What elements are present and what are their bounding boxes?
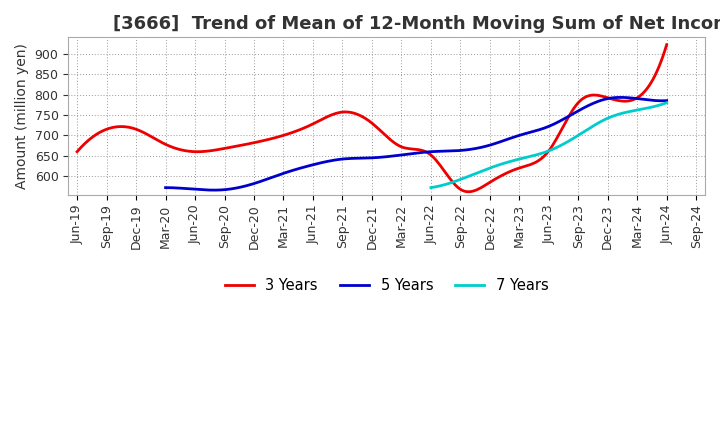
- 5 Years: [618, 95, 627, 100]
- 7 Years: [625, 109, 634, 114]
- 3 Years: [572, 103, 580, 108]
- 5 Years: [617, 95, 626, 100]
- 3 Years: [609, 97, 618, 102]
- 7 Years: [426, 185, 435, 190]
- 7 Years: [662, 100, 671, 105]
- Line: 7 Years: 7 Years: [431, 103, 667, 187]
- 5 Years: [469, 146, 478, 151]
- 3 Years: [422, 149, 431, 154]
- Line: 3 Years: 3 Years: [77, 45, 667, 192]
- 5 Years: [459, 147, 468, 153]
- 7 Years: [566, 137, 575, 143]
- 5 Years: [163, 185, 171, 190]
- 7 Years: [428, 185, 436, 190]
- 7 Years: [640, 106, 649, 111]
- 5 Years: [210, 187, 218, 193]
- 3 Years: [662, 42, 671, 48]
- Text: [3666]  Trend of Mean of 12-Month Moving Sum of Net Incomes: [3666] Trend of Mean of 12-Month Moving …: [113, 15, 720, 33]
- Line: 5 Years: 5 Years: [166, 97, 667, 190]
- 3 Years: [424, 150, 433, 156]
- Y-axis label: Amount (million yen): Amount (million yen): [15, 43, 29, 189]
- 3 Years: [433, 160, 442, 165]
- 5 Years: [662, 98, 671, 103]
- 5 Years: [161, 185, 170, 190]
- 3 Years: [73, 149, 81, 154]
- 7 Years: [567, 137, 575, 142]
- 5 Years: [585, 103, 594, 108]
- 3 Years: [463, 189, 472, 194]
- 7 Years: [571, 135, 580, 140]
- 5 Years: [462, 147, 470, 153]
- Legend: 3 Years, 5 Years, 7 Years: 3 Years, 5 Years, 7 Years: [219, 273, 554, 299]
- 3 Years: [75, 147, 84, 152]
